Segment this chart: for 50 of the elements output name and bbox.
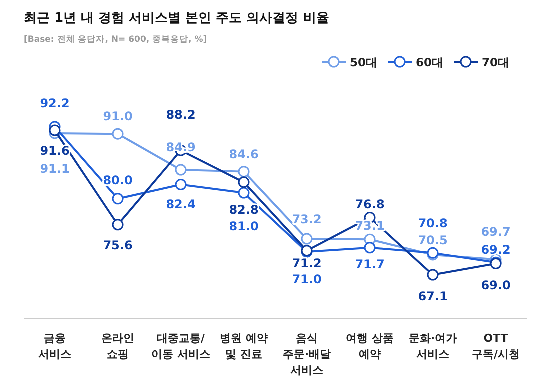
category: 금융 서비스 — [38, 332, 72, 361]
chart-subtitle: [Base: 전체 응답자, N= 600, 중복응답, %] — [24, 35, 208, 45]
legend-label: 70대 — [482, 56, 510, 70]
data-label: 70.8 — [418, 216, 448, 231]
point — [427, 269, 439, 281]
data-label: 69.0 — [481, 278, 511, 292]
data-label: 76.8 — [355, 197, 385, 212]
legend-label: 50대 — [350, 56, 378, 70]
category: 대중교통/ 이동 서비스 — [152, 332, 210, 361]
data-label: 82.4 — [166, 197, 196, 212]
point — [112, 219, 124, 231]
data-label: 81.0 — [229, 220, 259, 234]
data-label: 91.0 — [103, 110, 133, 124]
point — [175, 179, 187, 191]
data-label: 71.2 — [292, 256, 322, 270]
point — [49, 124, 61, 136]
data-label: 88.2 — [166, 108, 196, 122]
data-label: 92.2 — [40, 96, 70, 110]
data-label: 71.0 — [292, 272, 322, 287]
data-label: 84.6 — [229, 147, 259, 162]
data-label: 80.0 — [103, 173, 133, 188]
point — [301, 233, 313, 245]
data-label: 91.1 — [40, 162, 70, 176]
point — [112, 128, 124, 140]
data-label: 75.6 — [103, 238, 133, 252]
data-label: 73.2 — [292, 212, 322, 227]
legend-item: 50대 — [322, 56, 378, 70]
category: 문화·여가 서비스 — [408, 332, 458, 361]
data-label: 82.8 — [229, 202, 259, 217]
data-label: 71.7 — [355, 257, 385, 272]
legend-item: 70대 — [454, 56, 510, 70]
point — [112, 193, 124, 205]
data-label: 69.2 — [481, 243, 511, 258]
point — [364, 242, 376, 254]
category: OTT 구독/시청 — [472, 332, 520, 361]
point — [238, 187, 250, 199]
point — [175, 164, 187, 176]
data-label: 91.6 — [40, 144, 70, 158]
data-label: 69.7 — [481, 225, 511, 240]
category: 병원 예약 및 진료 — [220, 332, 268, 361]
chart-title: 최근 1년 내 경험 서비스별 본인 주도 의사결정 비율 — [24, 11, 330, 26]
category: 음식 주문·배달 서비스 — [282, 332, 332, 377]
category: 온라인 쇼핑 — [102, 332, 134, 361]
legend-item: 60대 — [388, 56, 444, 70]
point — [238, 176, 250, 188]
legend-label: 60대 — [416, 56, 444, 70]
data-label: 67.1 — [418, 290, 448, 304]
category: 여행 상품 예약 — [346, 332, 394, 361]
data-label: 70.5 — [418, 233, 448, 248]
point — [238, 166, 250, 178]
